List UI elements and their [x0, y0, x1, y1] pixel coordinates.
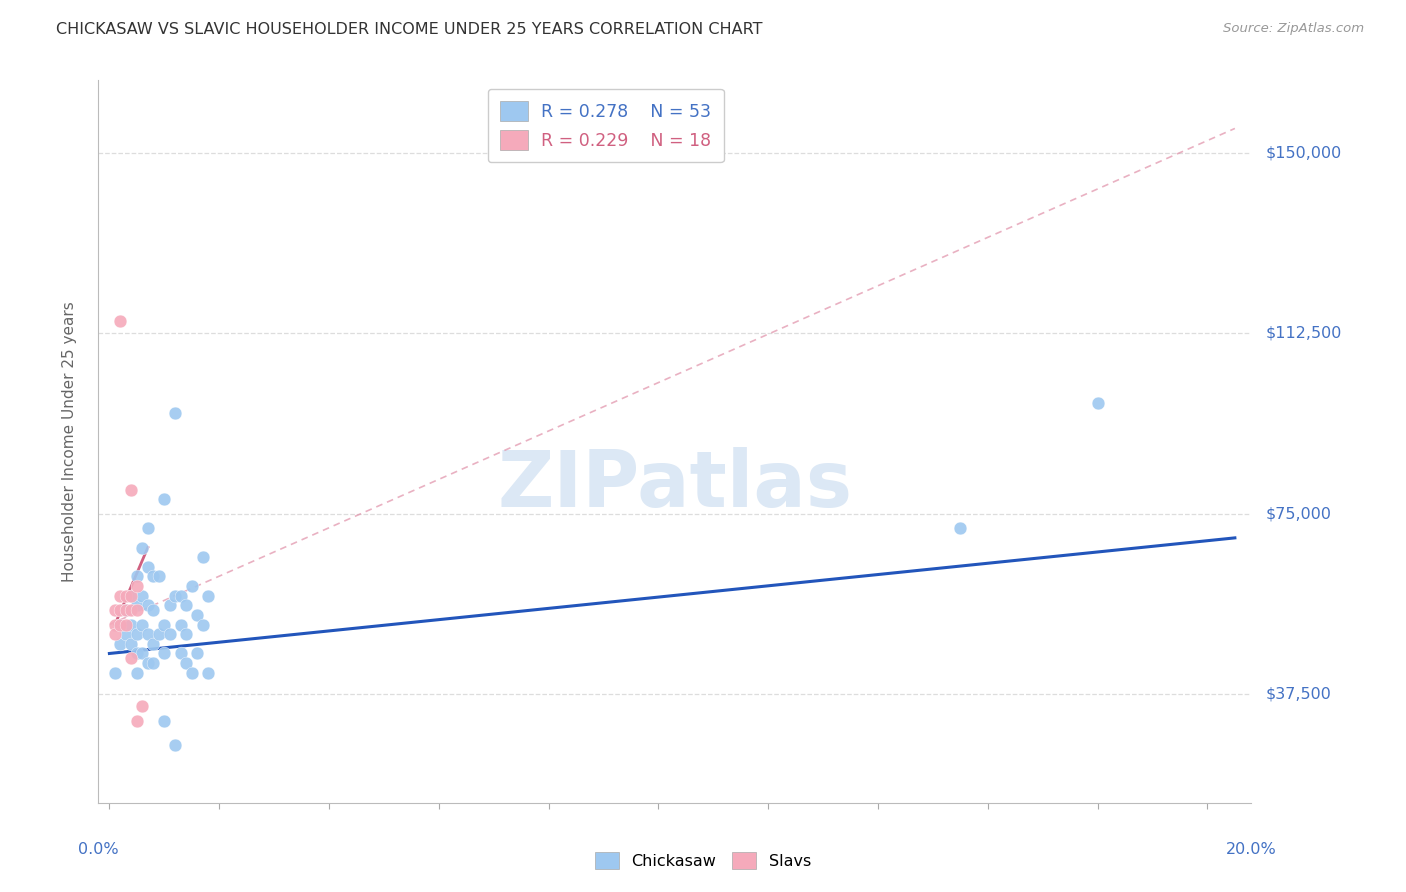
Point [120, 637, 142, 651]
Point [136, 627, 159, 641]
Point [110, 617, 132, 632]
Point [115, 603, 138, 617]
Point [142, 569, 165, 583]
Point [170, 589, 193, 603]
Point [153, 492, 176, 507]
Point [180, 579, 202, 593]
Text: 0.0%: 0.0% [79, 842, 118, 856]
Point [949, 521, 972, 535]
Point [142, 637, 165, 651]
Point [120, 589, 142, 603]
Point [148, 627, 170, 641]
Point [136, 656, 159, 670]
Point [197, 589, 219, 603]
Point [186, 647, 208, 661]
Point [174, 599, 197, 613]
Point [180, 665, 202, 680]
Point [165, 406, 187, 420]
Point [115, 589, 138, 603]
Point [104, 665, 127, 680]
Point [125, 569, 148, 583]
Point [115, 627, 138, 641]
Point [110, 314, 132, 328]
Point [120, 589, 142, 603]
Y-axis label: Householder Income Under 25 years: Householder Income Under 25 years [62, 301, 77, 582]
Point [153, 647, 176, 661]
Point [170, 647, 193, 661]
Text: $150,000: $150,000 [1265, 145, 1341, 160]
Point [104, 627, 127, 641]
Text: $37,500: $37,500 [1265, 687, 1331, 702]
Point [131, 541, 153, 555]
Point [153, 714, 176, 728]
Point [110, 617, 132, 632]
Point [191, 550, 214, 565]
Text: $112,500: $112,500 [1265, 326, 1341, 341]
Point [104, 603, 127, 617]
Point [174, 627, 197, 641]
Point [136, 559, 159, 574]
Text: $75,000: $75,000 [1265, 507, 1331, 521]
Point [120, 651, 142, 665]
Point [125, 599, 148, 613]
Text: CHICKASAW VS SLAVIC HOUSEHOLDER INCOME UNDER 25 YEARS CORRELATION CHART: CHICKASAW VS SLAVIC HOUSEHOLDER INCOME U… [56, 22, 762, 37]
Point [125, 665, 148, 680]
Point [186, 607, 208, 622]
Legend: R = 0.278    N = 53, R = 0.229    N = 18: R = 0.278 N = 53, R = 0.229 N = 18 [488, 89, 724, 162]
Point [120, 483, 142, 497]
Point [148, 569, 170, 583]
Point [165, 738, 187, 752]
Point [131, 647, 153, 661]
Point [131, 699, 153, 714]
Point [115, 617, 138, 632]
Point [125, 603, 148, 617]
Point [1087, 396, 1109, 410]
Point [104, 617, 127, 632]
Point [115, 603, 138, 617]
Legend: Chickasaw, Slavs: Chickasaw, Slavs [588, 846, 818, 875]
Point [136, 521, 159, 535]
Point [174, 656, 197, 670]
Point [197, 665, 219, 680]
Point [110, 603, 132, 617]
Point [131, 589, 153, 603]
Point [110, 637, 132, 651]
Point [159, 627, 181, 641]
Point [110, 589, 132, 603]
Point [125, 647, 148, 661]
Point [191, 617, 214, 632]
Point [142, 603, 165, 617]
Point [125, 579, 148, 593]
Point [159, 599, 181, 613]
Point [125, 714, 148, 728]
Text: 20.0%: 20.0% [1226, 842, 1277, 856]
Point [165, 589, 187, 603]
Point [120, 603, 142, 617]
Point [131, 617, 153, 632]
Point [120, 617, 142, 632]
Text: Source: ZipAtlas.com: Source: ZipAtlas.com [1223, 22, 1364, 36]
Point [125, 627, 148, 641]
Point [136, 599, 159, 613]
Point [170, 617, 193, 632]
Point [142, 656, 165, 670]
Point [153, 617, 176, 632]
Text: ZIPatlas: ZIPatlas [498, 447, 852, 523]
